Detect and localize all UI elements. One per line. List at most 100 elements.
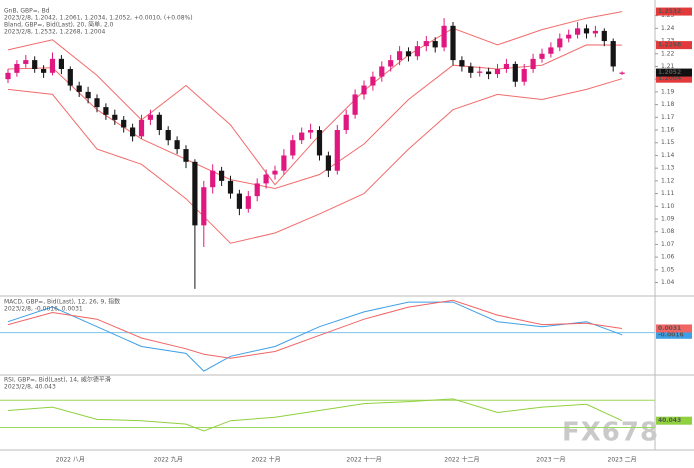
candle-body (468, 66, 474, 73)
candle-body (201, 187, 207, 226)
value-box (656, 68, 692, 77)
y-tick-label: 1.18 (661, 101, 675, 108)
candle-body (575, 28, 581, 35)
candle-body (450, 25, 456, 61)
y-tick-label: 1.11 (661, 190, 675, 197)
y-tick-label: 1.24 (661, 25, 675, 32)
candle-body (130, 127, 136, 137)
y-tick-label: 1.07 (661, 241, 675, 248)
y-tick-label: 1.05 (661, 266, 675, 273)
candle-body (557, 38, 563, 48)
candle-body (539, 53, 545, 59)
candle-body (165, 130, 171, 141)
candle-body (352, 94, 358, 115)
value-box-label: -0.0016 (658, 331, 684, 338)
candle-body (486, 71, 492, 75)
candle-body (227, 180, 234, 194)
panel-title: GnB, GBP=, Bd (4, 8, 50, 15)
value-box-label: 40.043 (658, 417, 681, 424)
value-box (656, 330, 692, 339)
x-tick-label: 2022 九月 (154, 456, 183, 464)
candle-body (58, 58, 64, 70)
candle-body (601, 30, 607, 42)
candle-body (23, 60, 29, 64)
watermark: FX678 (562, 418, 659, 448)
indicator-line (7, 301, 623, 372)
y-tick-label: 1.14 (661, 152, 675, 159)
candle-body (236, 193, 242, 209)
candle-body (370, 76, 376, 86)
candle-body (112, 114, 118, 120)
value-box-label: 1.2052 (658, 69, 681, 76)
panel-subtitle: 2023/2/8, 1.2042, 1.2061, 1.2034, 1.2052… (4, 15, 193, 22)
candle-body (308, 130, 314, 133)
candle-body (156, 114, 162, 131)
y-tick-label: 1.13 (661, 165, 675, 172)
candle-body (5, 72, 11, 80)
candle-body (494, 69, 501, 75)
candle-body (219, 170, 225, 181)
candle-body (138, 119, 145, 137)
candle-body (272, 170, 278, 175)
panel-title: MACD, GBP=, Bid(Last), 12, 26, 9, 指数 (4, 298, 120, 306)
y-tick-label: 1.04 (661, 279, 675, 286)
candle-body (254, 183, 260, 197)
y-tick-label: 1.12 (661, 177, 675, 184)
y-tick-label: 1.16 (661, 127, 675, 134)
overlay-title: Bland, GBP=, Bid(Last), 20, 简单, 2.0 (4, 21, 114, 29)
candle-body (147, 114, 153, 120)
overlay-subtitle: 2023/2/8, 1.2532, 1.2268, 1.2004 (4, 29, 106, 36)
candle-body (210, 170, 216, 188)
candle-body (49, 58, 56, 73)
candle-body (103, 107, 109, 115)
value-box (656, 41, 692, 50)
value-box-label: 0.0031 (658, 325, 681, 332)
candle-body (14, 63, 20, 73)
panel-title: RSI, GBP=, Bid(Last), 14, 威尔德平滑 (4, 376, 111, 384)
candle-body (85, 91, 91, 99)
candle-body (477, 71, 483, 73)
value-box (656, 7, 692, 16)
value-box (656, 324, 692, 333)
y-tick-label: 1.21 (661, 63, 675, 70)
y-tick-label: 1.22 (661, 50, 675, 57)
candle-body (121, 119, 127, 128)
x-tick-label: 2022 十月 (252, 456, 281, 464)
candle-body (610, 41, 616, 67)
value-box-label: 1.2268 (658, 42, 681, 49)
candle-body (183, 149, 189, 162)
candle-body (299, 132, 305, 141)
candle-body (316, 130, 323, 156)
candle-body (503, 63, 509, 70)
candle-body (423, 41, 429, 47)
y-tick-label: 1.06 (661, 254, 675, 261)
candle-body (263, 174, 269, 184)
y-tick-label: 1.23 (661, 38, 675, 45)
x-tick-label: 2022 八月 (56, 457, 85, 464)
candle-body (192, 161, 198, 226)
candle-body (521, 69, 527, 82)
x-tick-label: 2022 十二月 (444, 456, 479, 464)
indicator-line (7, 299, 623, 359)
y-tick-label: 1.10 (661, 203, 675, 210)
candle-body (174, 140, 180, 150)
candle-body (397, 51, 403, 61)
x-tick-label: 2023 二月 (608, 457, 637, 464)
panel-subtitle: 2023/2/8, -0.0016, 0.0031 (4, 306, 83, 313)
candle-body (548, 47, 554, 54)
y-tick-label: 1.08 (661, 228, 675, 235)
value-box (656, 74, 692, 83)
candle-body (343, 114, 349, 131)
y-tick-label: 1.17 (661, 114, 675, 121)
candle-body (67, 69, 73, 86)
band-middle (7, 44, 623, 190)
candle-body (281, 155, 287, 171)
candle-body (619, 72, 625, 74)
candle-body (441, 25, 447, 48)
candle-body (583, 28, 590, 34)
candle-body (32, 60, 38, 70)
candle-body (530, 58, 536, 70)
x-tick-label: 2023 一月 (536, 457, 565, 464)
